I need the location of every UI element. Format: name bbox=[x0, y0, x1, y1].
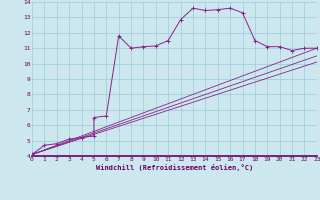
X-axis label: Windchill (Refroidissement éolien,°C): Windchill (Refroidissement éolien,°C) bbox=[96, 164, 253, 171]
